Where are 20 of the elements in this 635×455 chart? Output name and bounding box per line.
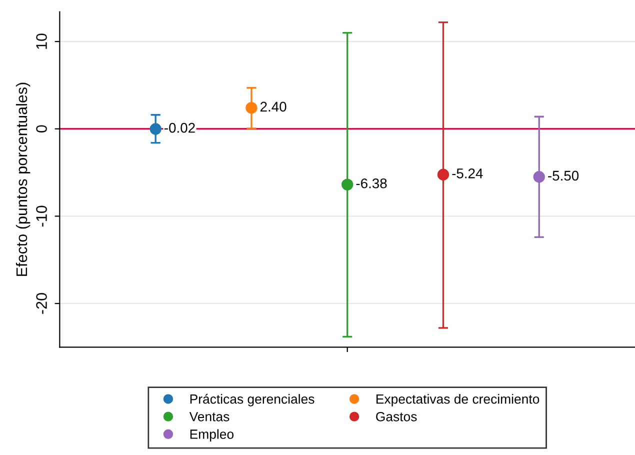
legend-label: Prácticas gerenciales <box>190 394 314 406</box>
legend-label: Gastos <box>376 412 417 422</box>
point <box>246 102 258 114</box>
legend-label: Ventas <box>189 412 230 422</box>
legend-label: Empleo <box>190 429 234 442</box>
y-axis-title: Efecto (puntos porcentuales) <box>16 82 30 276</box>
data-label: -5.50 <box>548 170 579 181</box>
point <box>437 168 450 180</box>
data-label: -6.38 <box>356 178 387 188</box>
y-tick-label: -10 <box>36 206 47 227</box>
legend-label: Expectativas de crecimiento <box>376 394 540 406</box>
point <box>342 178 354 190</box>
y-tick-label: 10 <box>36 34 47 49</box>
data-label: -5.24 <box>452 168 483 178</box>
point <box>150 123 162 135</box>
data-label: 2.40 <box>260 102 286 112</box>
data-label: -0.02 <box>164 122 195 133</box>
point <box>533 171 545 183</box>
y-tick-label: 0 <box>36 125 47 132</box>
y-tick-label: -20 <box>36 293 47 314</box>
